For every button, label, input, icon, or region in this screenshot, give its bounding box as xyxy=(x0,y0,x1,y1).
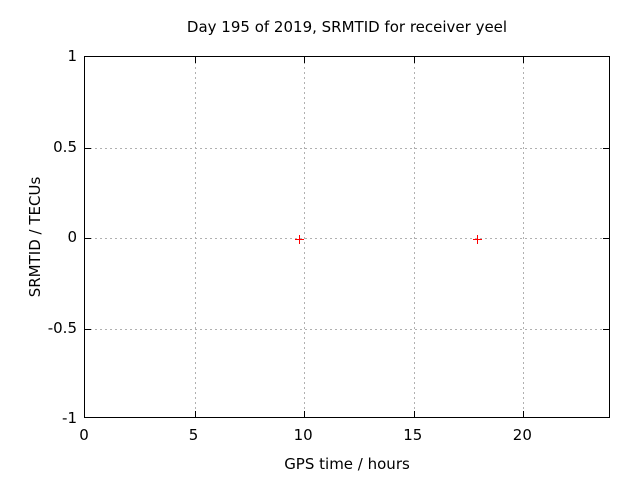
data-point-marker xyxy=(472,235,482,245)
x-tick-label: 20 xyxy=(512,426,532,444)
x-tick-mark xyxy=(304,411,306,417)
chart-title: Day 195 of 2019, SRMTID for receiver yee… xyxy=(186,18,508,36)
x-tick-mark xyxy=(194,57,196,63)
x-tick-label: 5 xyxy=(188,426,199,444)
x-tick-mark xyxy=(413,57,415,63)
y-tick-mark xyxy=(603,147,609,149)
y-tick-label: 0 xyxy=(67,228,77,246)
y-gridline xyxy=(85,147,609,149)
x-tick-label: 15 xyxy=(403,426,423,444)
x-tick-mark xyxy=(413,411,415,417)
x-gridline xyxy=(304,57,306,417)
x-gridline xyxy=(413,57,415,417)
x-axis-label: GPS time / hours xyxy=(284,455,410,473)
x-tick-mark xyxy=(304,57,306,63)
x-tick-mark xyxy=(523,411,525,417)
y-tick-label: 0.5 xyxy=(53,137,77,156)
x-gridline xyxy=(194,57,196,417)
y-tick-mark xyxy=(85,238,91,239)
y-tick-mark xyxy=(603,328,609,330)
x-tick-label: 10 xyxy=(293,426,313,444)
y-gridline xyxy=(85,328,609,330)
y-gridline xyxy=(85,238,609,239)
y-tick-label: -1 xyxy=(62,409,77,427)
data-point-marker xyxy=(295,235,305,245)
x-gridline xyxy=(523,57,525,417)
x-tick-mark xyxy=(194,411,196,417)
y-tick-mark xyxy=(85,328,91,330)
y-tick-mark xyxy=(603,238,609,239)
y-tick-label: 1 xyxy=(67,47,77,65)
x-tick-mark xyxy=(523,57,525,63)
y-tick-mark xyxy=(85,147,91,149)
y-tick-label: -0.5 xyxy=(47,318,77,337)
x-tick-label: 0 xyxy=(79,426,89,444)
plot-area xyxy=(84,56,610,418)
